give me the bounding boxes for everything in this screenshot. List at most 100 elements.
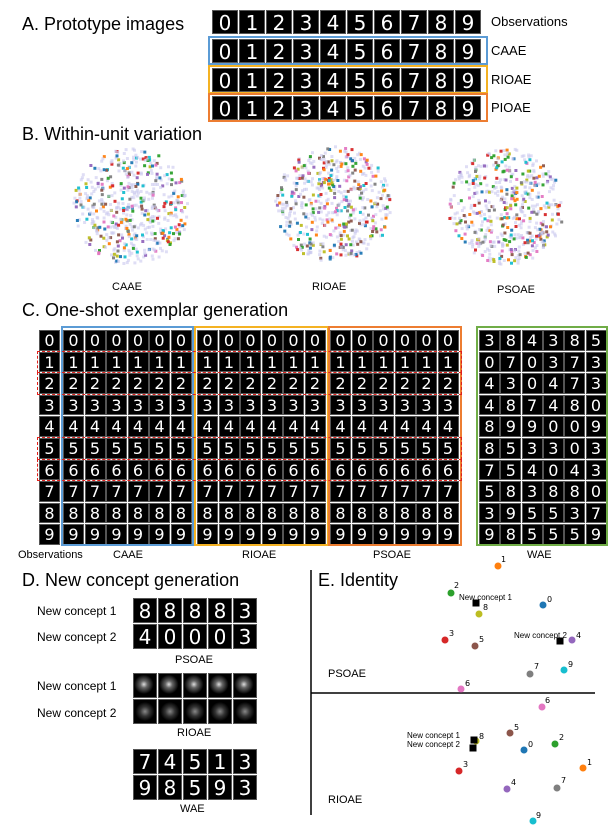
- scatter-point: [127, 248, 131, 252]
- scatter-point: [169, 201, 173, 205]
- scatter-point: [133, 261, 137, 265]
- proto-digit-3-9: 9: [455, 96, 481, 120]
- scatter-point: [123, 169, 127, 173]
- scatter-point: [358, 196, 362, 200]
- scatter-point: [346, 209, 349, 213]
- scatter-point: [316, 171, 320, 175]
- scatter-point: [498, 259, 502, 263]
- scatter-point: [118, 162, 122, 165]
- scatter-point: [122, 152, 126, 155]
- scatter-point: [289, 222, 293, 226]
- proto-digit-0-5: 5: [347, 10, 373, 34]
- scatter-point: [361, 196, 365, 200]
- exemplar-wae-8-3: 5: [542, 502, 564, 524]
- exemplar-psoae-8-3: 8: [394, 502, 416, 524]
- exemplar-rioae-1-4: 1: [283, 351, 304, 373]
- scatter-point: [533, 246, 537, 250]
- scatter-point: [163, 234, 167, 238]
- scatter-point: [129, 214, 133, 217]
- scatter-point: [153, 205, 157, 209]
- d-psoae-r2-0: 4: [133, 624, 157, 649]
- scatter-point: [513, 147, 517, 151]
- proto-digit-0-6: 6: [374, 10, 400, 34]
- scatter-point: [143, 252, 147, 255]
- scatter-point: [313, 218, 317, 222]
- scatter-point: [530, 210, 534, 214]
- scatter-point: [170, 183, 173, 187]
- scatter-point: [153, 183, 157, 186]
- scatter-point: [180, 179, 184, 183]
- scatter-point: [526, 251, 530, 255]
- exemplar-wae-0-0: 3: [479, 330, 500, 351]
- scatter-point: [382, 183, 385, 187]
- scatter-point: [507, 152, 511, 156]
- scatter-point: [89, 211, 92, 215]
- scatter-point: [181, 191, 185, 195]
- scatter-point: [129, 241, 133, 245]
- scatter-point: [112, 214, 116, 218]
- proto-digit-1-7: 7: [401, 39, 427, 63]
- scatter-point: [174, 213, 178, 217]
- scatter-point: [130, 237, 134, 241]
- e-psoae-point-4: [568, 636, 576, 644]
- scatter-point: [126, 206, 130, 210]
- scatter-point: [324, 191, 328, 195]
- scatter-point: [531, 239, 534, 243]
- scatter-point: [103, 227, 107, 231]
- e-rioae-point-4-label: 4: [511, 778, 516, 787]
- scatter-point: [112, 256, 115, 260]
- scatter-point: [160, 249, 164, 253]
- scatter-point: [161, 184, 165, 188]
- scatter-point: [536, 228, 540, 232]
- scatter-point: [121, 236, 124, 240]
- scatter-point: [530, 174, 534, 178]
- scatter-point: [369, 178, 373, 182]
- scatter-point: [324, 165, 328, 169]
- scatter-point: [476, 184, 480, 188]
- scatter-point: [163, 201, 167, 205]
- scatter-point: [122, 209, 126, 212]
- scatter-point: [325, 163, 329, 167]
- scatter-point: [76, 224, 80, 228]
- exemplar-caae-6-4: 6: [149, 459, 170, 481]
- scatter-point: [167, 212, 171, 216]
- scatter-point: [182, 228, 186, 232]
- scatter-point: [106, 225, 110, 229]
- exemplar-rioae-0-1: 0: [218, 330, 240, 351]
- exemplar-rioae-1-2: 1: [240, 351, 261, 373]
- scatter-point: [462, 214, 466, 217]
- exemplar-psoae-0-5: 0: [437, 330, 459, 351]
- scatter-point: [372, 225, 376, 229]
- scatter-point: [324, 177, 328, 181]
- exemplar-wae-5-0: 8: [479, 438, 500, 459]
- scatter-point: [509, 207, 513, 211]
- proto-digit-0-7: 7: [401, 10, 427, 34]
- scatter-point: [140, 204, 144, 208]
- exemplar-caae-2-0: 2: [63, 373, 84, 394]
- exemplar-rioae-2-3: 2: [261, 373, 283, 394]
- scatter-point: [319, 258, 323, 262]
- scatter-point: [375, 196, 379, 200]
- scatter-point: [302, 232, 306, 236]
- exemplar-wae-6-3: 0: [542, 459, 564, 481]
- scatter-point: [342, 178, 346, 182]
- scatter-point: [543, 213, 547, 217]
- scatter-point: [465, 180, 469, 184]
- scatter-point: [520, 154, 524, 158]
- scatter-point: [93, 166, 97, 170]
- scatter-point: [143, 248, 147, 252]
- e-psoae-concept1: New concept 1: [459, 593, 512, 602]
- scatter-point: [98, 249, 101, 252]
- scatter-point: [545, 225, 548, 229]
- scatter-point: [508, 240, 512, 244]
- scatter-point: [357, 183, 361, 187]
- scatter-point: [92, 202, 96, 206]
- scatter-point: [110, 182, 114, 185]
- proto-digit-2-0: 0: [212, 68, 238, 92]
- scatter-point: [153, 232, 157, 236]
- scatter-point: [369, 237, 373, 241]
- scatter-point: [385, 205, 389, 209]
- scatter-point: [99, 234, 103, 238]
- scatter-point: [322, 161, 326, 165]
